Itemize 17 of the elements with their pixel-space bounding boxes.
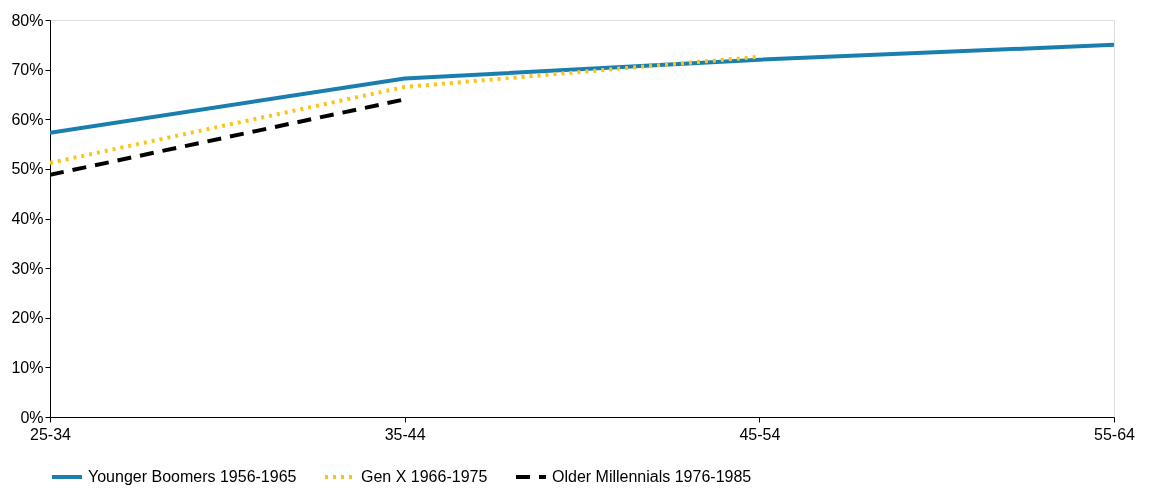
y-tick-label: 20% [11,309,44,327]
y-tick-label: 50% [11,160,44,178]
legend-label: Gen X 1966-1975 [361,468,488,485]
line-series [50,42,1114,135]
y-tick-label: 0% [20,408,44,426]
y-tick-label: 10% [11,358,44,376]
y-tick-label: 40% [11,210,44,227]
x-tick-label: 55-64 [1094,425,1136,443]
y-tick-label: 60% [11,110,44,128]
y-tick-label: 30% [11,259,44,277]
y-tick-label: 80% [11,11,44,29]
x-tick-label: 35-44 [384,425,426,443]
x-tick-label: 45-54 [739,425,781,443]
legend-label: Older Millennials 1976-1985 [552,468,752,485]
x-tick-label: 25-34 [30,425,72,443]
legend-label: Younger Boomers 1956-1965 [88,468,297,485]
y-tick-label: 70% [11,61,44,79]
